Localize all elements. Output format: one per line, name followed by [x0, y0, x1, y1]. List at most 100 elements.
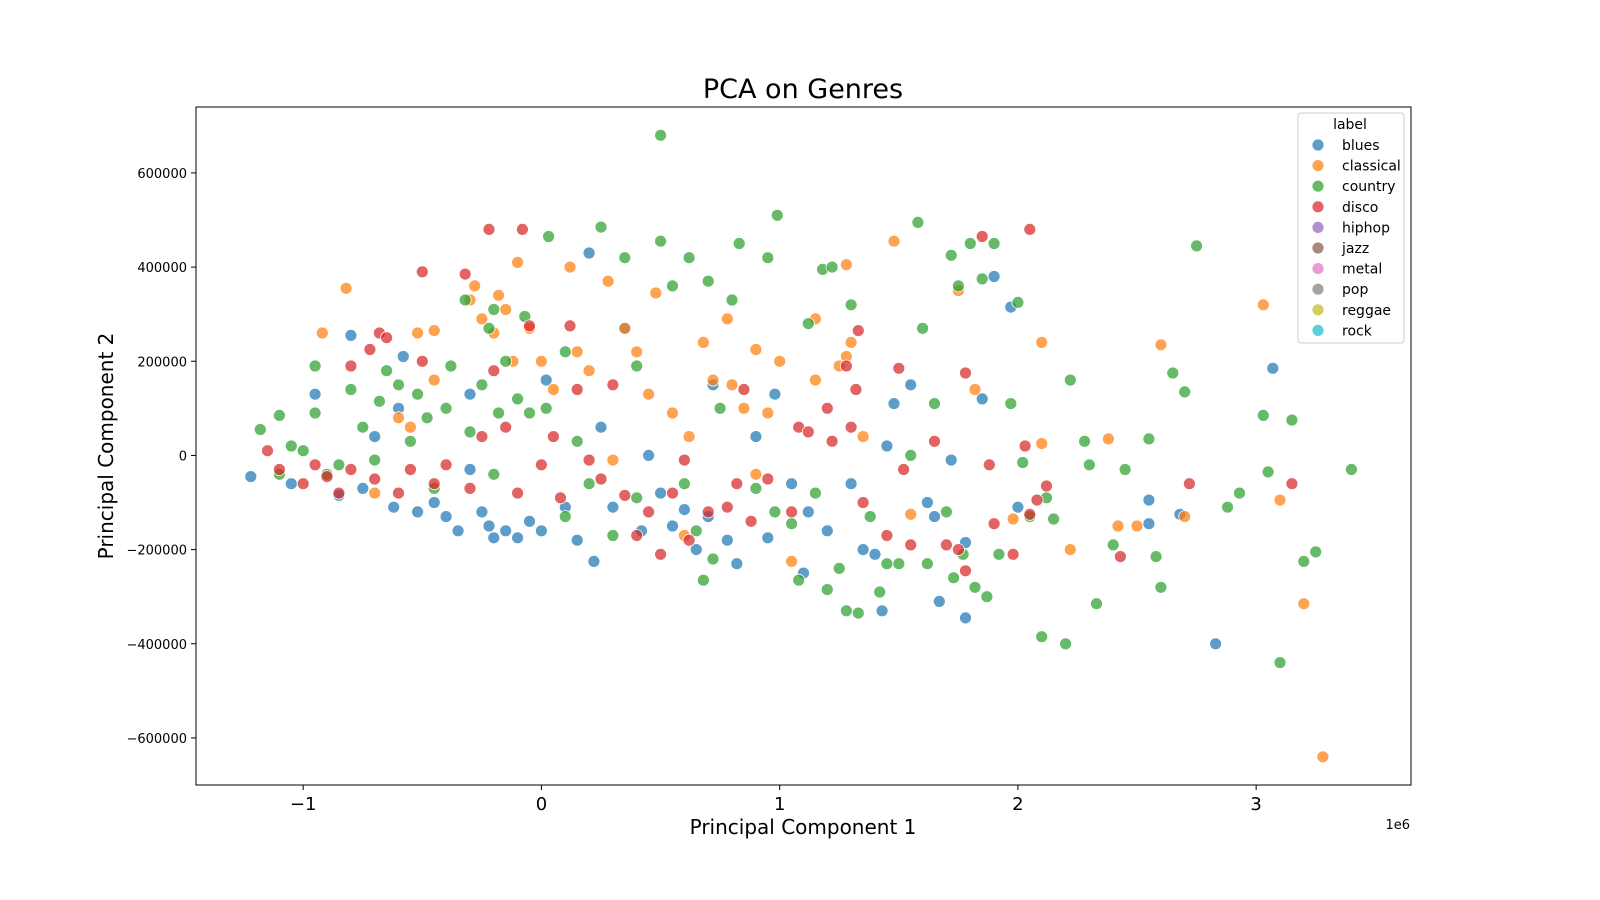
- scatter-point-country: [840, 604, 853, 618]
- scatter-point-country: [308, 406, 322, 420]
- scatter-point-classical: [570, 345, 584, 359]
- scatter-point-country: [654, 234, 667, 248]
- scatter-point-country: [1016, 456, 1030, 469]
- scatter-point-blues: [1011, 500, 1025, 514]
- scatter-point-country: [992, 547, 1006, 561]
- scatter-point-disco: [642, 505, 655, 519]
- scatter-point-classical: [563, 260, 577, 274]
- scatter-point-blues: [880, 439, 894, 453]
- scatter-point-country: [356, 420, 370, 434]
- scatter-point-country: [1261, 465, 1275, 479]
- scatter-point-disco: [720, 500, 734, 514]
- scatter-point-blues: [482, 519, 496, 533]
- scatter-point-classical: [427, 373, 441, 387]
- scatter-point-blues: [570, 533, 584, 547]
- scatter-point-disco: [380, 331, 394, 345]
- scatter-point-classical: [773, 354, 787, 368]
- scatter-point-classical: [1063, 543, 1077, 556]
- scatter-point-disco: [1285, 477, 1299, 491]
- scatter-point-blues: [284, 477, 298, 491]
- scatter-point-blues: [868, 547, 882, 561]
- scatter-point-blues: [785, 477, 798, 491]
- scatter-point-country: [482, 321, 496, 335]
- scatter-point-disco: [737, 383, 751, 396]
- scatter-point-blues: [387, 500, 401, 514]
- scatter-point-blues: [475, 505, 489, 519]
- scatter-point-disco: [344, 463, 358, 476]
- scatter-point-country: [1059, 637, 1072, 651]
- legend-marker-metal: [1311, 262, 1325, 276]
- scatter-point-blues: [439, 510, 453, 523]
- scatter-point-classical: [761, 406, 775, 420]
- scatter-point-country: [487, 303, 501, 316]
- scatter-point-disco: [940, 538, 953, 552]
- scatter-point-disco: [499, 420, 513, 434]
- legend-marker-rock: [1311, 323, 1325, 337]
- scatter-point-country: [792, 573, 806, 587]
- scatter-point-blues: [1266, 361, 1280, 375]
- scatter-point-country: [654, 128, 667, 142]
- scatter-point-blues: [368, 430, 382, 444]
- legend-label-rock: rock: [1342, 323, 1373, 339]
- legend-marker-classical: [1311, 159, 1325, 173]
- scatter-point-classical: [904, 507, 918, 521]
- scatter-point-classical: [1035, 437, 1049, 451]
- scatter-point-blues: [244, 470, 258, 484]
- scatter-point-blues: [932, 595, 946, 608]
- scatter-point-disco: [594, 472, 608, 486]
- scatter-point-country: [594, 220, 608, 234]
- scatter-point-disco: [1023, 222, 1037, 236]
- scatter-point-disco: [840, 359, 853, 373]
- scatter-point-classical: [606, 453, 620, 467]
- scatter-point-classical: [749, 467, 763, 481]
- scatter-point-classical: [339, 281, 353, 295]
- scatter-point-blues: [944, 453, 958, 467]
- scatter-point-blues: [959, 611, 972, 625]
- scatter-point-country: [1078, 434, 1091, 448]
- scatter-point-blues: [463, 387, 477, 401]
- scatter-point-disco: [458, 267, 472, 281]
- scatter-point-disco: [1006, 547, 1020, 561]
- scatter-point-disco: [392, 486, 405, 500]
- scatter-point-country: [1063, 373, 1077, 387]
- scatter-point-classical: [666, 406, 679, 420]
- scatter-point-country: [713, 401, 727, 415]
- scatter-point-country: [1004, 397, 1018, 411]
- scatter-point-blues: [642, 448, 655, 462]
- scatter-point-country: [678, 477, 691, 491]
- scatter-point-country: [380, 364, 394, 378]
- scatter-point-country: [809, 486, 822, 500]
- scatter-point-country: [749, 481, 763, 495]
- scatter-point-disco: [801, 425, 815, 439]
- scatter-point-disco: [730, 477, 744, 491]
- scatter-point-classical: [844, 335, 858, 349]
- scatter-point-country: [606, 529, 620, 542]
- scatter-point-country: [832, 562, 846, 575]
- scatter-point-classical: [468, 279, 482, 293]
- scatter-point-country: [1233, 486, 1246, 500]
- scatter-point-country: [487, 467, 501, 481]
- scatter-point-disco: [439, 458, 453, 472]
- scatter-point-country: [947, 571, 960, 585]
- scatter-point-classical: [511, 255, 524, 269]
- scatter-point-disco: [535, 458, 548, 472]
- scatter-point-disco: [606, 378, 620, 392]
- scatter-point-disco: [296, 477, 310, 491]
- scatter-point-disco: [959, 564, 972, 578]
- y-tick-label: 600000: [137, 167, 187, 182]
- scatter-point-country: [921, 557, 934, 571]
- legend-label-pop: pop: [1342, 282, 1368, 298]
- scatter-point-country: [372, 394, 386, 408]
- scatter-point-blues: [1209, 637, 1222, 651]
- scatter-point-blues: [761, 531, 775, 545]
- scatter-point-country: [1142, 432, 1156, 446]
- scatter-point-blues: [987, 270, 1001, 283]
- x-axis-offset-label: 1e6: [1385, 818, 1410, 833]
- scatter-point-disco: [415, 265, 429, 279]
- scatter-point-classical: [856, 430, 870, 444]
- scatter-point-disco: [563, 319, 577, 333]
- scatter-points: [244, 128, 1358, 764]
- legend-marker-blues: [1311, 138, 1325, 152]
- scatter-point-country: [1309, 545, 1323, 559]
- legend-label-hiphop: hiphop: [1342, 220, 1390, 236]
